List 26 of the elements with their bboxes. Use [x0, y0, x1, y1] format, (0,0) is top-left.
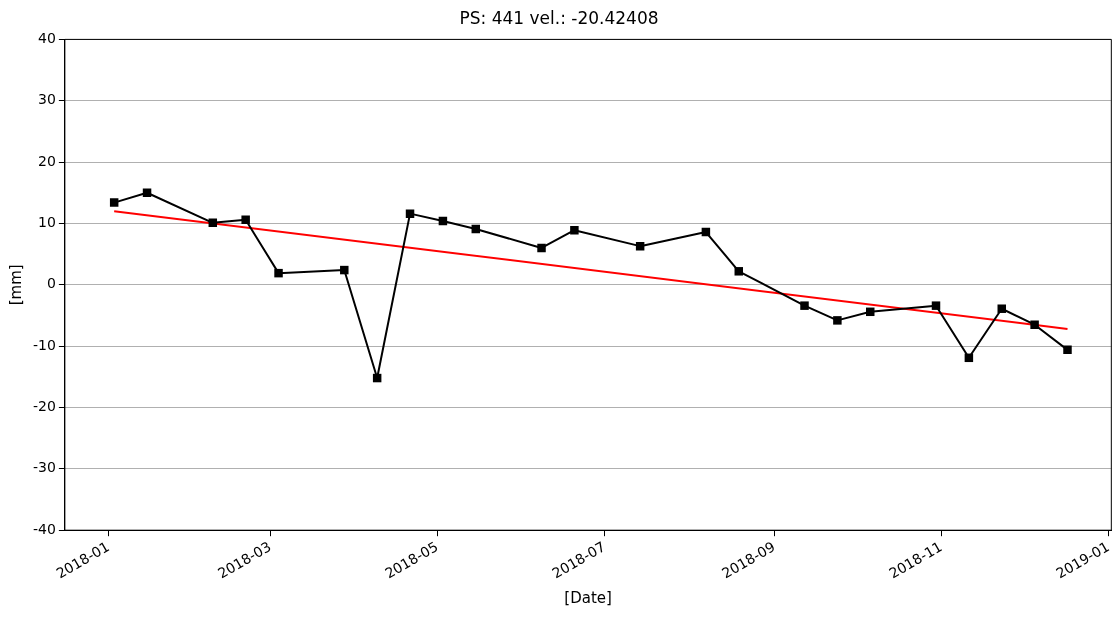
y-tick-label: 20: [38, 152, 56, 169]
point: [241, 215, 250, 225]
point: [833, 316, 842, 325]
point: [997, 304, 1006, 313]
point: [800, 301, 809, 310]
point: [734, 267, 744, 276]
y-tick-label: 30: [38, 91, 56, 108]
point: [1063, 345, 1072, 355]
point: [109, 198, 119, 207]
point: [537, 243, 546, 253]
y-tick-label: 0: [46, 275, 56, 292]
chart-title: PS: 441 vel.: -20.42408: [459, 7, 659, 28]
y-tick-label: 40: [38, 30, 56, 47]
y-tick-label: -20: [32, 398, 56, 415]
y-tick-label: 10: [38, 214, 56, 231]
point: [274, 268, 283, 278]
point: [1030, 320, 1039, 329]
x-axis-title: [Date]: [564, 588, 612, 607]
y-tick-label: -10: [32, 336, 56, 353]
point: [570, 225, 579, 235]
point: [405, 209, 415, 218]
y-axis-title: [mm]: [6, 264, 25, 306]
y-tick-label: -40: [32, 520, 56, 537]
y-tick-label: -30: [32, 459, 56, 476]
point: [931, 301, 941, 310]
point: [340, 265, 349, 275]
